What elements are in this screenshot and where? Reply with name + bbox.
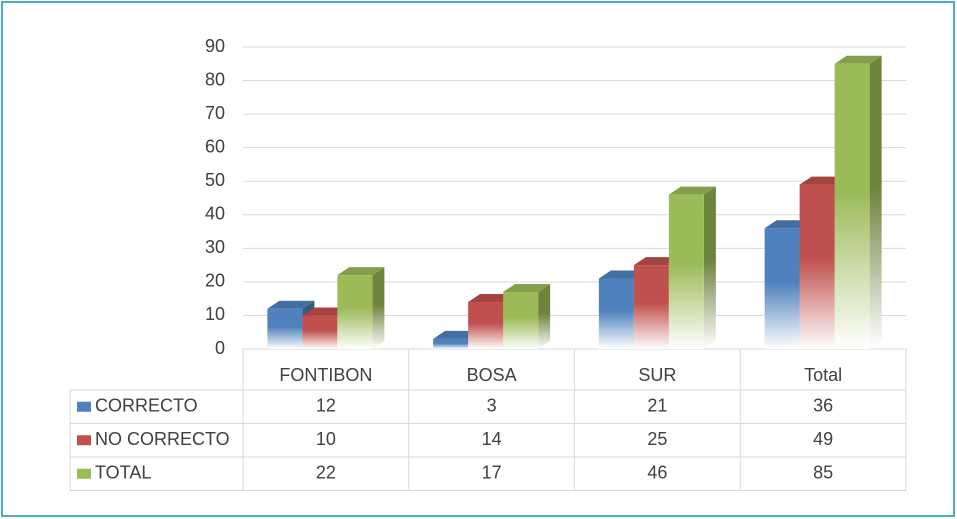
legend-label: CORRECTO (95, 396, 198, 416)
y-tick-label: 0 (215, 338, 225, 358)
bar-side (703, 186, 716, 349)
bar-top (834, 55, 882, 64)
bar (302, 315, 338, 349)
table-value: 22 (316, 463, 336, 483)
table-value: 3 (487, 396, 497, 416)
bar (764, 228, 800, 349)
table-value: 25 (647, 429, 667, 449)
bar (337, 275, 373, 349)
table-value: 10 (316, 429, 336, 449)
bar (468, 302, 504, 349)
table-value: 85 (813, 463, 833, 483)
bar (834, 63, 870, 350)
legend-key (77, 435, 91, 446)
legend-key (77, 468, 91, 479)
bar-top (668, 186, 716, 195)
legend-key (77, 401, 91, 412)
bar (598, 278, 634, 349)
y-tick-label: 10 (205, 304, 225, 324)
bar (633, 265, 669, 349)
table-value: 49 (813, 429, 833, 449)
legend-label: TOTAL (95, 463, 151, 483)
y-tick-label: 60 (205, 136, 225, 156)
table-value: 14 (482, 429, 502, 449)
bar-side (869, 55, 882, 350)
bar (267, 308, 303, 349)
bar (799, 184, 835, 349)
x-tick-label: FONTIBON (279, 365, 372, 385)
table-value: 36 (813, 396, 833, 416)
y-tick-label: 80 (205, 69, 225, 89)
table-value: 21 (647, 396, 667, 416)
bar-top (337, 267, 385, 276)
x-tick-label: BOSA (467, 365, 517, 385)
legend-label: NO CORRECTO (95, 429, 230, 449)
table-value: 17 (482, 463, 502, 483)
y-tick-label: 90 (205, 36, 225, 56)
bar (503, 291, 539, 349)
table-value: 12 (316, 396, 336, 416)
table-value: 46 (647, 463, 667, 483)
y-tick-label: 20 (205, 271, 225, 291)
bar-side (372, 267, 385, 349)
bar (668, 194, 704, 349)
y-tick-label: 40 (205, 204, 225, 224)
x-tick-label: Total (804, 365, 842, 385)
y-tick-label: 70 (205, 103, 225, 123)
bar (433, 338, 469, 349)
x-tick-label: SUR (638, 365, 676, 385)
y-tick-label: 30 (205, 237, 225, 257)
bar-top (267, 300, 315, 309)
bar-side (538, 283, 551, 349)
y-tick-label: 50 (205, 170, 225, 190)
bar-top (503, 283, 551, 292)
